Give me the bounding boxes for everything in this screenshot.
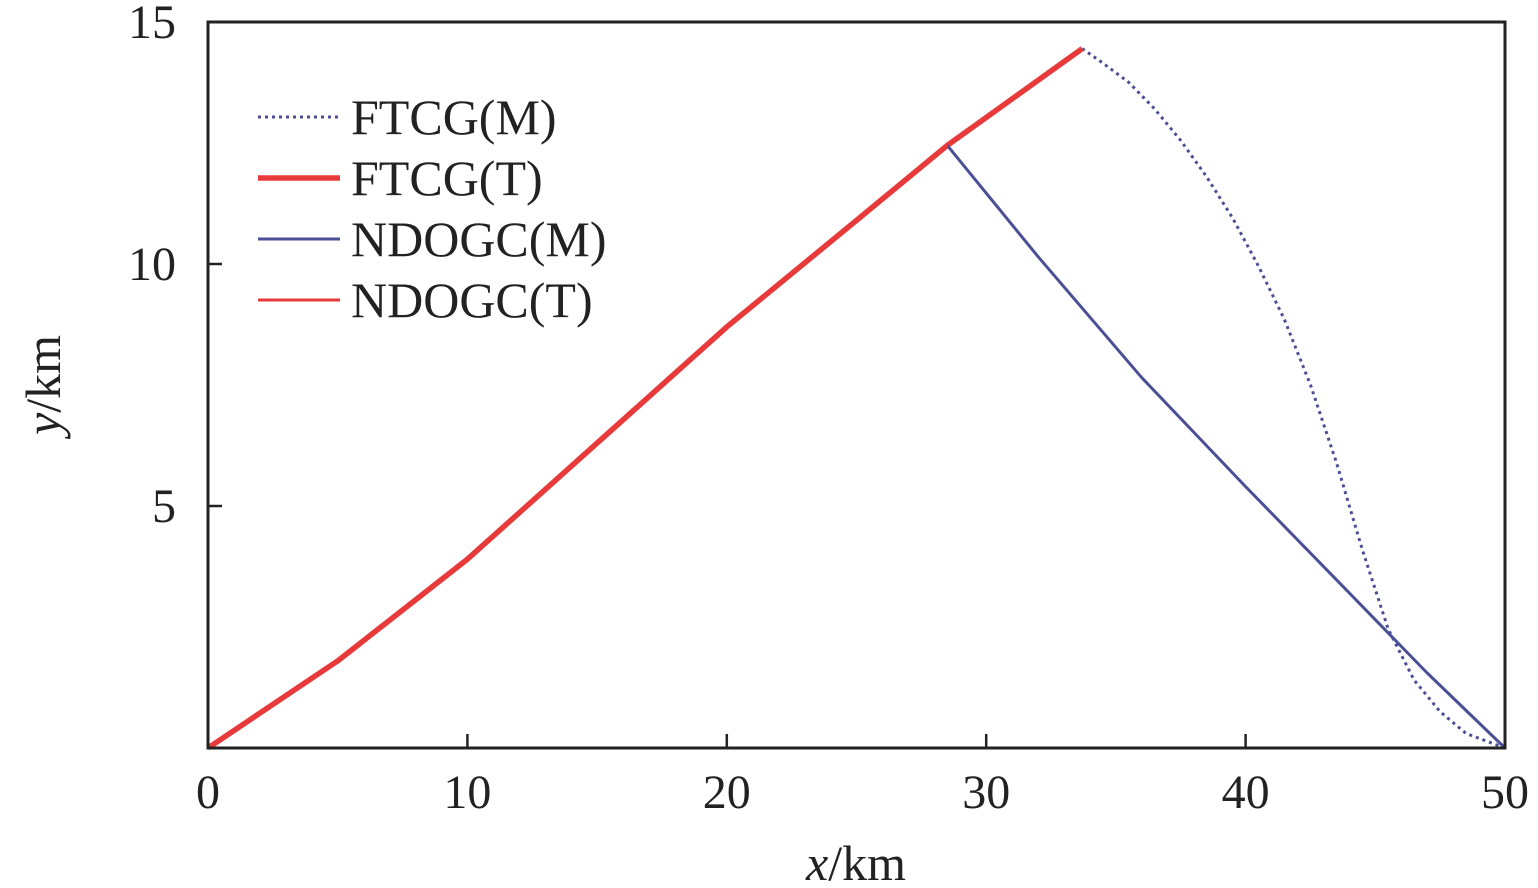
y-tick-label: 5 xyxy=(152,480,176,533)
legend-label: FTCG(T) xyxy=(351,150,543,206)
x-axis-label: x/km xyxy=(805,835,906,888)
legend-label: NDOGC(T) xyxy=(351,272,593,328)
legend-label: FTCG(M) xyxy=(351,89,557,145)
x-axis-var: x xyxy=(805,835,828,888)
series-line-ndogc-t xyxy=(207,144,949,750)
plot-frame xyxy=(206,20,1507,750)
series-line-ftcg-m xyxy=(1081,47,1506,750)
y-axis-var: y xyxy=(15,412,71,440)
y-axis-label: y/km xyxy=(15,335,71,440)
x-tick-label: 30 xyxy=(962,766,1010,819)
y-tick-label: 10 xyxy=(128,238,176,291)
series-layer xyxy=(206,46,1507,751)
x-tick-label: 50 xyxy=(1481,766,1529,819)
series-line-ndogc-m xyxy=(946,144,1507,750)
legend-label: NDOGC(M) xyxy=(351,211,607,267)
y-tick-label: 15 xyxy=(128,0,176,49)
ticks-layer: 0 10 20 30 40 50 5 10 15 xyxy=(128,0,1529,819)
x-tick-label: 40 xyxy=(1222,766,1270,819)
x-tick-label: 10 xyxy=(443,766,491,819)
x-axis-unit: /km xyxy=(828,835,906,888)
legend: FTCG(M)FTCG(T)NDOGC(M)NDOGC(T) xyxy=(258,89,607,328)
x-tick-label: 20 xyxy=(703,766,751,819)
x-tick-label: 0 xyxy=(196,766,220,819)
y-axis-unit: /km xyxy=(15,335,71,413)
